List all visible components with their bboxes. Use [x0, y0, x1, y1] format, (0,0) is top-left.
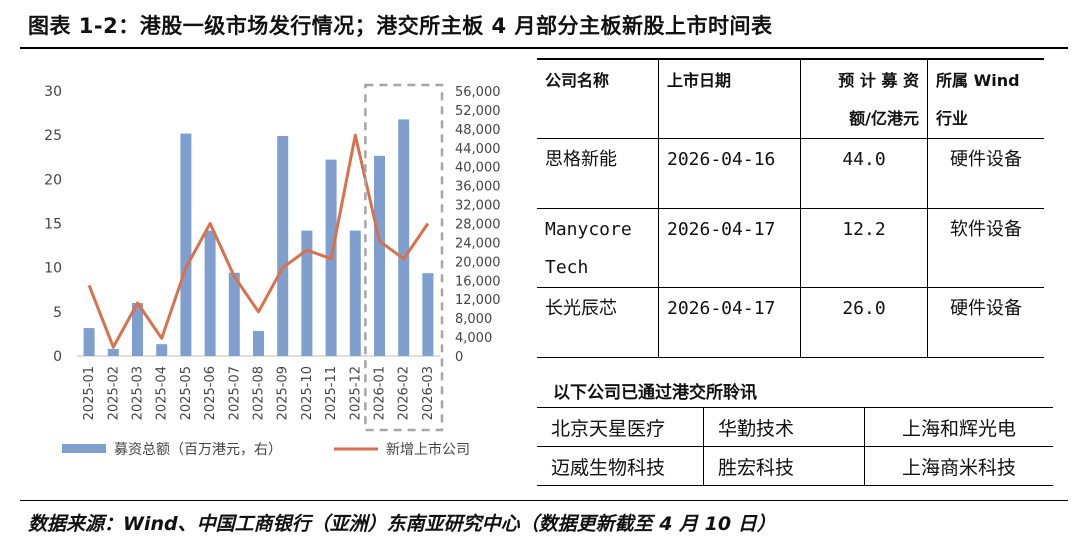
right-axis: 0 4,000 8,000 12,000 16,000 20,000 24,000 28,00… [455, 85, 501, 365]
x-tick-label: 2025-05 [179, 366, 194, 420]
bar [180, 133, 192, 356]
bar [253, 330, 264, 356]
bar [398, 119, 410, 356]
right-axis-tick-label: 16,000 [455, 274, 501, 289]
bar-series [83, 119, 434, 356]
header-industry: 所属 Wind 行业 [927, 58, 1044, 139]
right-axis-tick-label: 36,000 [455, 180, 501, 195]
right-axis-tick-label: 0 [455, 350, 463, 365]
bar [228, 272, 240, 356]
raise-amount: 12.2 [800, 208, 928, 288]
line-series [87, 83, 444, 432]
right-axis-tick-label: 20,000 [455, 255, 501, 270]
right-axis-tick-label: 40,000 [455, 161, 501, 176]
raise-amount: 44.0 [800, 138, 928, 209]
left-axis-tick-label: 25 [44, 128, 62, 144]
industry: 硬件设备 [927, 138, 1044, 209]
table-row: 思格新能 2026-04-16 44.0 硬件设备 [537, 138, 1044, 209]
right-axis-tick-label: 12,000 [455, 293, 501, 308]
right-axis-tick-label: 8,000 [455, 312, 492, 327]
source-note: 数据来源：Wind、中国工商银行（亚洲）东南亚研究中心（数据更新截至 4 月 1… [28, 513, 776, 535]
x-tick-label: 2025-11 [324, 366, 339, 420]
x-axis-labels: 2025-01 2025-02 2025-03 2025-04 2025-05 2025-… [82, 366, 436, 420]
approved-company: 胜宏科技 [703, 446, 865, 486]
approved-company: 迈威生物科技 [537, 446, 704, 486]
x-tick-label: 2025-02 [106, 366, 121, 420]
right-axis-tick-label: 56,000 [455, 85, 501, 100]
footer-divider [20, 500, 1068, 501]
x-tick-label: 2025-10 [300, 366, 315, 420]
right-axis-tick-label: 48,000 [455, 123, 501, 138]
bar [204, 230, 216, 356]
left-axis-tick-label: 30 [44, 84, 62, 100]
right-axis-tick-label: 32,000 [455, 199, 501, 214]
bar [107, 348, 119, 356]
header-amount: 预 计 募 资 额/亿港元 [800, 58, 928, 139]
legend-label-bars: 募资总额（百万港元，右） [114, 442, 282, 458]
bar [156, 344, 168, 356]
table-row: Manycore Tech 2026-04-17 12.2 软件设备 [537, 208, 1044, 288]
table-row: 北京天星医疗 华勤技术 上海和辉光电 [537, 407, 1053, 447]
ipo-schedule-table: 公司名称 上市日期 预 计 募 资 额/亿港元 所属 Wind 行业 思格新能 … [537, 58, 1044, 358]
bar [301, 230, 313, 356]
bar [422, 273, 434, 356]
bar [277, 135, 289, 356]
right-axis-tick-label: 24,000 [455, 236, 501, 251]
figure-title: 图表 1-2：港股一级市场发行情况；港交所主板 4 月部分主板新股上市时间表 [28, 14, 773, 38]
bar [132, 303, 143, 356]
x-tick-label: 2025-01 [82, 366, 97, 420]
right-axis-tick-label: 52,000 [455, 104, 501, 119]
left-axis-tick-label: 5 [53, 305, 62, 321]
x-tick-label: 2025-12 [348, 366, 363, 420]
x-tick-label: 2025-03 [131, 366, 146, 420]
x-tick-label: 2026-01 [373, 366, 388, 420]
header-company: 公司名称 [537, 58, 659, 139]
x-tick-label: 2025-07 [227, 366, 242, 420]
approved-company: 北京天星医疗 [537, 407, 704, 447]
industry: 软件设备 [927, 208, 1044, 288]
legend-label-line: 新增上市公司 [386, 441, 470, 458]
x-tick-label: 2025-04 [155, 366, 170, 420]
x-tick-label: 2025-06 [203, 366, 218, 420]
industry: 硬件设备 [927, 287, 1044, 358]
table-row: 长光辰芯 2026-04-17 26.0 硬件设备 [537, 287, 1044, 358]
approved-companies-title: 以下公司已通过港交所聆讯 [553, 383, 757, 403]
bar [374, 155, 385, 356]
company-name: 长光辰芯 [537, 287, 659, 358]
approved-company: 华勤技术 [703, 407, 865, 447]
listing-date: 2026-04-17 [658, 287, 801, 358]
left-axis-tick-label: 10 [44, 261, 62, 277]
right-axis-tick-label: 4,000 [455, 331, 492, 346]
table-header-row: 公司名称 上市日期 预 计 募 资 额/亿港元 所属 Wind 行业 [537, 58, 1044, 139]
table-row: 迈威生物科技 胜宏科技 上海商米科技 [537, 446, 1053, 486]
bar [83, 328, 95, 356]
bar [349, 230, 361, 356]
company-name: 思格新能 [537, 138, 659, 209]
ipo-chart: 0 5 10 15 20 25 30 0 4,000 8,000 12,000 16,000 20,0… [44, 83, 501, 458]
listing-date: 2026-04-17 [658, 208, 801, 288]
x-tick-label: 2026-03 [421, 366, 436, 420]
raise-amount: 26.0 [800, 287, 928, 358]
series-line [87, 133, 430, 349]
right-axis-tick-label: 28,000 [455, 218, 501, 233]
x-tick-label: 2025-09 [276, 366, 291, 420]
left-axis-tick-label: 0 [53, 349, 62, 365]
legend-swatch-bars [62, 444, 106, 453]
header-date: 上市日期 [658, 58, 801, 139]
company-name: Manycore Tech [537, 208, 659, 288]
right-axis-tick-label: 44,000 [455, 142, 501, 157]
x-tick-label: 2025-08 [252, 366, 267, 420]
approved-companies-table: 北京天星医疗 华勤技术 上海和辉光电 迈威生物科技 胜宏科技 上海商米科技 [537, 407, 1053, 486]
left-axis-tick-label: 20 [44, 172, 62, 188]
approved-company: 上海和辉光电 [864, 407, 1053, 447]
left-axis-tick-label: 15 [44, 217, 62, 233]
approved-company: 上海商米科技 [864, 446, 1053, 486]
x-tick-label: 2026-02 [397, 366, 412, 420]
listing-date: 2026-04-16 [658, 138, 801, 209]
title-divider [20, 47, 1068, 49]
chart-legend: 募资总额（百万港元，右） 新增上市公司 [62, 441, 470, 458]
